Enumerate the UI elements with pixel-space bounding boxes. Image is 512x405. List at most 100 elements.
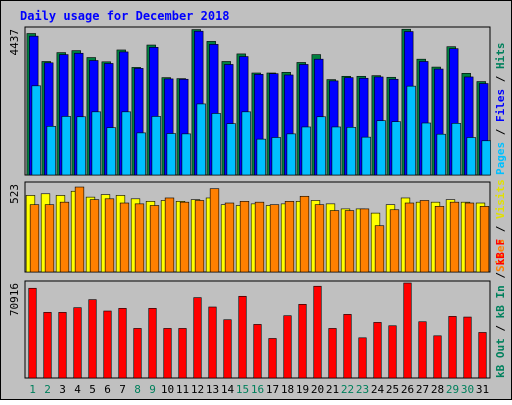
bar-kb-f-day-20 — [313, 285, 322, 379]
panel-2-legend: Sites / Visits — [494, 179, 507, 272]
bar-kb-f-day-13 — [208, 306, 217, 379]
bar-pages-day-12 — [196, 103, 206, 176]
bar-pages-day-18 — [286, 133, 296, 176]
x-tick-label-day-15: 15 — [236, 383, 249, 396]
bar-sites-day-31 — [479, 206, 490, 273]
x-tick-label-day-14: 14 — [221, 383, 235, 396]
bar-sites-day-19 — [299, 195, 310, 273]
bar-pages-day-23 — [361, 136, 371, 176]
bar-sites-day-11 — [179, 201, 190, 273]
legend-separator: / — [494, 122, 507, 142]
bar-kb-f-day-4 — [73, 307, 82, 379]
legend-item: Files — [494, 89, 507, 122]
bar-pages-day-11 — [181, 133, 191, 176]
bar-sites-day-28 — [434, 206, 445, 273]
x-tick-label-day-13: 13 — [206, 383, 219, 396]
bar-pages-day-31 — [481, 140, 491, 176]
bar-sites-day-24 — [374, 225, 385, 273]
bar-sites-day-17 — [269, 204, 280, 273]
bar-kb-f-day-3 — [58, 312, 67, 379]
x-tick-label-day-31: 31 — [476, 383, 489, 396]
bar-kb-f-day-12 — [193, 297, 202, 379]
bar-pages-day-2 — [46, 126, 56, 176]
x-tick-label-day-20: 20 — [311, 383, 324, 396]
x-tick-label-day-19: 19 — [296, 383, 309, 396]
bar-kb-f-day-26 — [403, 282, 412, 379]
legend-item: Sites — [494, 239, 507, 272]
bar-kb-f-day-17 — [268, 338, 277, 379]
bar-kb-f-day-9 — [148, 308, 157, 379]
legend-item: Visits — [494, 179, 507, 219]
x-tick-label-day-9: 9 — [149, 383, 156, 396]
x-tick-label-day-2: 2 — [44, 383, 51, 396]
bar-kb-f-day-16 — [253, 324, 262, 379]
bar-kb-f-day-15 — [238, 295, 247, 379]
x-tick-label-day-6: 6 — [104, 383, 111, 396]
bar-sites-day-12 — [194, 200, 205, 273]
x-tick-label-day-8: 8 — [134, 383, 141, 396]
bar-sites-day-16 — [254, 201, 265, 273]
legend-separator: / — [494, 265, 507, 285]
legend-separator: / — [494, 69, 507, 89]
bar-kb-f-day-18 — [283, 315, 292, 379]
bar-pages-day-29 — [451, 123, 461, 176]
x-tick-label-day-18: 18 — [281, 383, 294, 396]
x-tick-label-day-7: 7 — [119, 383, 126, 396]
bar-kb-f-day-6 — [103, 310, 112, 379]
bar-kb-f-day-14 — [223, 319, 232, 379]
panel-1-max-label: 4437 — [8, 29, 21, 56]
bar-sites-day-25 — [389, 209, 400, 273]
panel-3-legend: kB Out / kB In / kB F — [494, 239, 507, 378]
bar-pages-day-6 — [106, 127, 116, 176]
bar-pages-day-14 — [226, 123, 236, 176]
x-tick-label-day-16: 16 — [251, 383, 264, 396]
x-tick-label-day-23: 23 — [356, 383, 369, 396]
legend-item: kB F — [494, 239, 507, 266]
bar-sites-day-22 — [344, 210, 355, 273]
bar-pages-day-22 — [346, 126, 356, 176]
bar-pages-day-24 — [376, 120, 386, 176]
bar-kb-f-day-31 — [478, 332, 487, 379]
x-tick-label-day-12: 12 — [191, 383, 204, 396]
bar-kb-f-day-30 — [463, 316, 472, 379]
bar-sites-day-5 — [89, 199, 100, 273]
bar-kb-f-day-1 — [28, 287, 37, 379]
bar-sites-day-20 — [314, 204, 325, 273]
x-tick-label-day-11: 11 — [176, 383, 189, 396]
bar-kb-f-day-24 — [373, 322, 382, 379]
x-tick-label-day-21: 21 — [326, 383, 339, 396]
x-tick-label-day-24: 24 — [371, 383, 385, 396]
x-tick-label-day-5: 5 — [89, 383, 96, 396]
bar-pages-day-4 — [76, 116, 86, 176]
bar-pages-day-19 — [301, 126, 311, 176]
bar-sites-day-18 — [284, 201, 295, 273]
x-tick-label-day-26: 26 — [401, 383, 414, 396]
bar-kb-f-day-2 — [43, 312, 52, 379]
bar-sites-day-26 — [404, 202, 415, 273]
bar-sites-day-21 — [329, 210, 340, 273]
bar-kb-f-day-11 — [178, 328, 187, 379]
bar-sites-day-8 — [134, 203, 145, 273]
bar-sites-day-13 — [209, 188, 220, 273]
x-tick-label-day-25: 25 — [386, 383, 399, 396]
bar-pages-day-13 — [211, 113, 221, 176]
panel-3-max-label: 70916 — [8, 283, 21, 316]
bar-pages-day-3 — [61, 116, 71, 176]
bar-sites-day-4 — [74, 186, 85, 273]
bar-sites-day-3 — [59, 201, 70, 273]
bar-sites-day-23 — [359, 208, 370, 273]
legend-item: Pages — [494, 142, 507, 175]
bar-pages-day-30 — [466, 137, 476, 176]
bar-sites-day-14 — [224, 202, 235, 273]
bar-pages-day-27 — [421, 122, 431, 176]
panel-1-legend: Pages / Files / Hits — [494, 43, 507, 176]
panel-2-max-label: 523 — [8, 184, 21, 204]
bar-pages-day-10 — [166, 133, 176, 176]
bar-pages-day-21 — [331, 126, 341, 176]
bar-kb-f-day-23 — [358, 337, 367, 379]
x-tick-label-day-1: 1 — [29, 383, 36, 396]
bar-pages-day-7 — [121, 111, 131, 176]
bar-pages-day-20 — [316, 116, 326, 176]
